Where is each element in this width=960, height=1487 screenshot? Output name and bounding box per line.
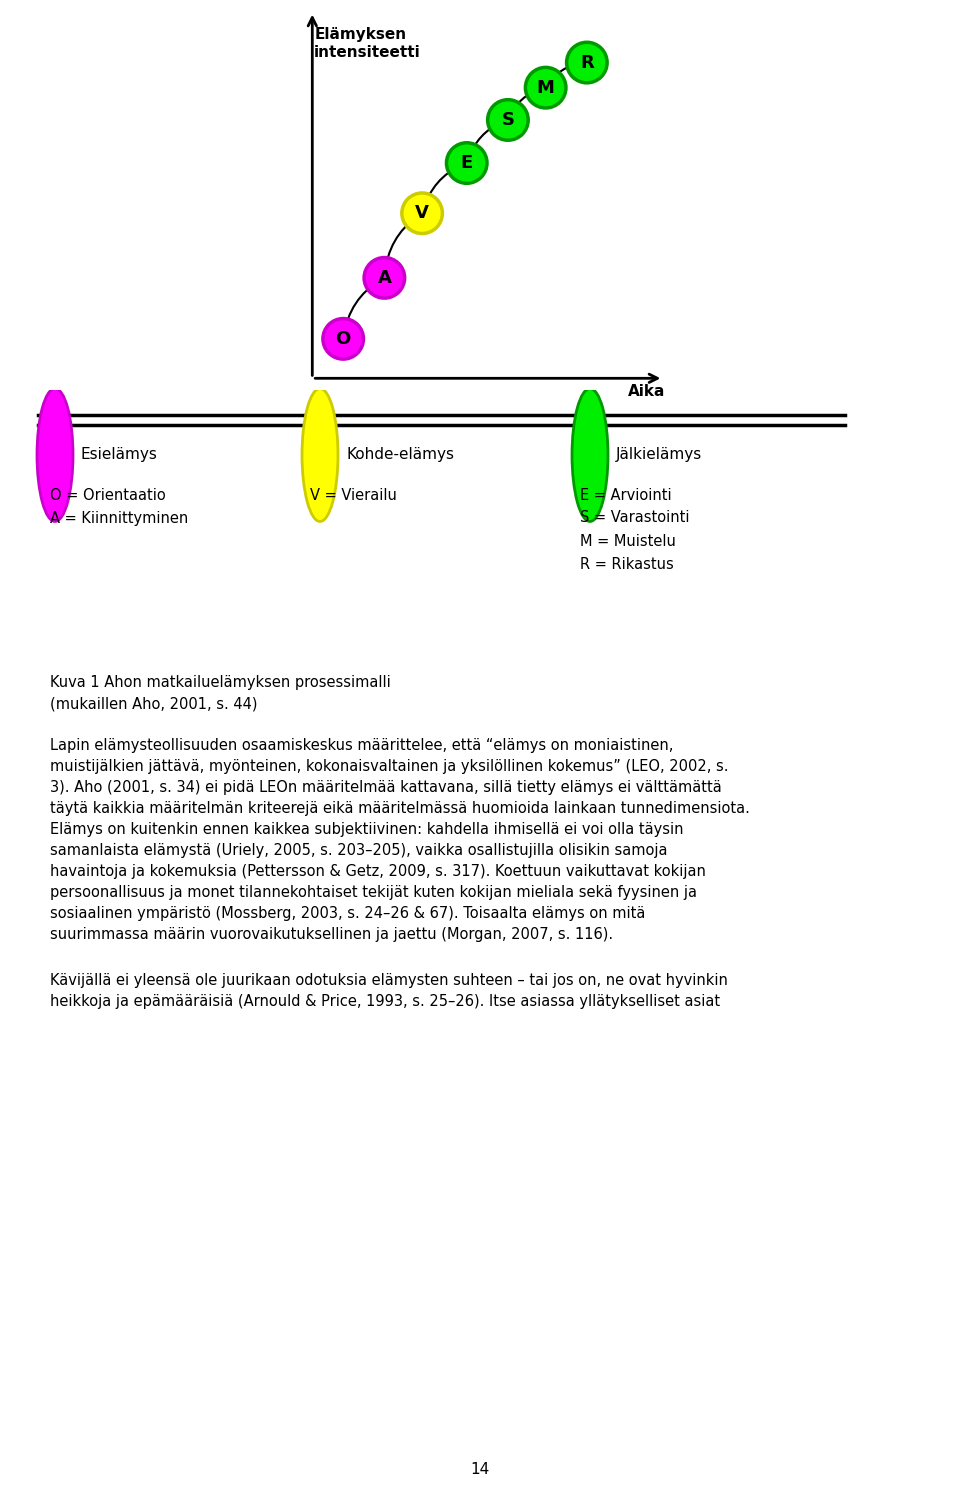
FancyArrowPatch shape <box>385 216 418 275</box>
Text: havaintoja ja kokemuksia (Pettersson & Getz, 2009, s. 317). Koettuun vaikuttavat: havaintoja ja kokemuksia (Pettersson & G… <box>50 864 706 879</box>
Circle shape <box>525 67 566 109</box>
Text: persoonallisuus ja monet tilannekohtaiset tekijät kuten kokijan mieliala sekä fy: persoonallisuus ja monet tilannekohtaise… <box>50 885 697 900</box>
Circle shape <box>364 257 405 297</box>
Text: E: E <box>461 155 473 172</box>
Text: muistijälkien jättävä, myönteinen, kokonaisvaltainen ja yksilöllinen kokemus” (L: muistijälkien jättävä, myönteinen, kokon… <box>50 758 729 775</box>
Text: Jälkielämys: Jälkielämys <box>616 448 703 462</box>
Text: A = Kiinnittyminen: A = Kiinnittyminen <box>50 510 188 525</box>
Text: Elämyksen
intensiteetti: Elämyksen intensiteetti <box>314 27 421 59</box>
FancyArrowPatch shape <box>547 61 582 85</box>
Text: R = Rikastus: R = Rikastus <box>580 556 674 571</box>
Text: Esielämys: Esielämys <box>81 448 157 462</box>
Text: Lapin elämysteollisuuden osaamiskeskus määrittelee, että “elämys on moniaistinen: Lapin elämysteollisuuden osaamiskeskus m… <box>50 738 673 752</box>
Text: S: S <box>501 112 515 129</box>
FancyArrowPatch shape <box>344 281 380 336</box>
Circle shape <box>446 143 487 183</box>
Ellipse shape <box>37 388 73 522</box>
Text: Elämys on kuitenkin ennen kaikkea subjektiivinen: kahdella ihmisellä ei voi olla: Elämys on kuitenkin ennen kaikkea subjek… <box>50 822 684 837</box>
Text: Kävijällä ei yleensä ole juurikaan odotuksia elämysten suhteen – tai jos on, ne : Kävijällä ei yleensä ole juurikaan odotu… <box>50 972 728 989</box>
Text: V = Vierailu: V = Vierailu <box>310 488 396 503</box>
Text: A: A <box>377 269 392 287</box>
Text: suurimmassa määrin vuorovaikutuksellinen ja jaettu (Morgan, 2007, s. 116).: suurimmassa määrin vuorovaikutuksellinen… <box>50 926 613 941</box>
FancyArrowPatch shape <box>468 120 503 161</box>
Text: Kuva 1 Ahon matkailuelämyksen prosessimalli: Kuva 1 Ahon matkailuelämyksen prosessima… <box>50 675 391 690</box>
Text: samanlaista elämystä (Uriely, 2005, s. 203–205), vaikka osallistujilla olisikin : samanlaista elämystä (Uriely, 2005, s. 2… <box>50 843 667 858</box>
Text: Kohde-elämys: Kohde-elämys <box>346 448 454 462</box>
Ellipse shape <box>572 388 608 522</box>
Text: O: O <box>336 330 350 348</box>
Circle shape <box>488 100 528 140</box>
Text: täytä kaikkia määritelmän kriteerejä eikä määritelmässä huomioida lainkaan tunne: täytä kaikkia määritelmän kriteerejä eik… <box>50 801 750 816</box>
Text: (mukaillen Aho, 2001, s. 44): (mukaillen Aho, 2001, s. 44) <box>50 696 257 711</box>
Text: 14: 14 <box>470 1462 490 1477</box>
Text: S = Varastointi: S = Varastointi <box>580 510 689 525</box>
Circle shape <box>566 42 607 83</box>
Text: M: M <box>537 79 555 97</box>
Circle shape <box>402 193 443 233</box>
Text: Aika: Aika <box>628 384 665 399</box>
Text: heikkoja ja epämääräisiä (Arnould & Price, 1993, s. 25–26). Itse asiassa yllätyk: heikkoja ja epämääräisiä (Arnould & Pric… <box>50 995 720 1010</box>
Text: O = Orientaatio: O = Orientaatio <box>50 488 166 503</box>
FancyArrowPatch shape <box>423 165 462 211</box>
FancyArrowPatch shape <box>509 88 540 117</box>
Circle shape <box>323 318 364 360</box>
Text: sosiaalinen ympäristö (Mossberg, 2003, s. 24–26 & 67). Toisaalta elämys on mitä: sosiaalinen ympäristö (Mossberg, 2003, s… <box>50 906 645 920</box>
Text: R: R <box>580 54 593 71</box>
Text: M = Muistelu: M = Muistelu <box>580 534 676 549</box>
Text: V: V <box>415 204 429 222</box>
Ellipse shape <box>302 388 338 522</box>
Text: E = Arviointi: E = Arviointi <box>580 488 672 503</box>
Text: 3). Aho (2001, s. 34) ei pidä LEOn määritelmää kattavana, sillä tietty elämys ei: 3). Aho (2001, s. 34) ei pidä LEOn määri… <box>50 781 722 796</box>
